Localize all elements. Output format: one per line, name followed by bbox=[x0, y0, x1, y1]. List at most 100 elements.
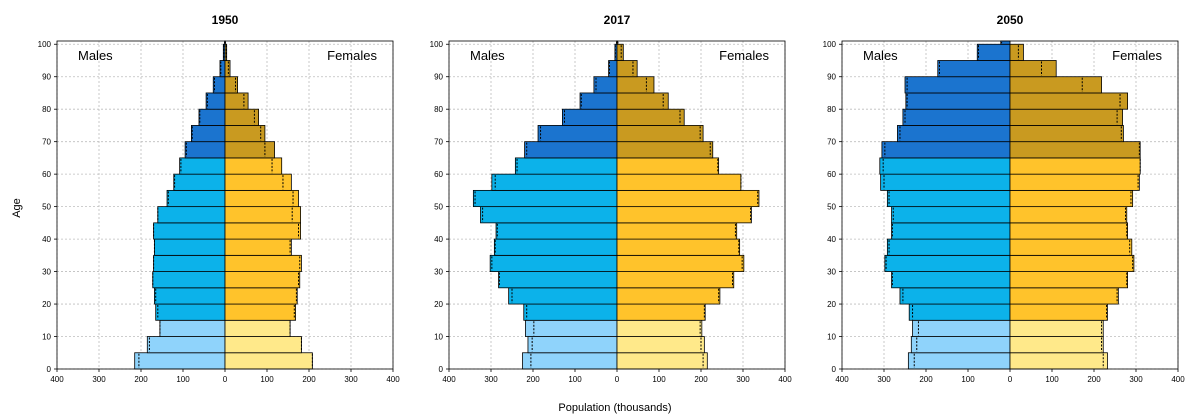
male-bar bbox=[157, 206, 226, 224]
male-bar bbox=[527, 336, 618, 354]
y-tick-label: 20 bbox=[434, 300, 443, 309]
male-bar bbox=[153, 254, 226, 272]
female-bar bbox=[1009, 206, 1128, 224]
male-bar bbox=[154, 238, 226, 256]
y-tick-label: 100 bbox=[823, 40, 837, 49]
y-tick-label: 20 bbox=[827, 300, 836, 309]
female-bar bbox=[1009, 352, 1108, 370]
females-label: Females bbox=[719, 48, 769, 63]
x-tick-label: 200 bbox=[1087, 375, 1101, 384]
y-tick-label: 60 bbox=[42, 170, 51, 179]
y-tick-label: 70 bbox=[827, 138, 836, 147]
x-tick-label: 100 bbox=[176, 375, 190, 384]
female-bar bbox=[1009, 238, 1133, 256]
female-bar bbox=[616, 92, 669, 110]
female-bar bbox=[616, 336, 705, 354]
female-bar bbox=[616, 319, 703, 337]
male-bar bbox=[166, 189, 226, 208]
y-tick-label: 20 bbox=[42, 300, 51, 309]
y-tick-label: 40 bbox=[42, 235, 51, 244]
y-axis-label: Age bbox=[11, 198, 23, 218]
female-bar bbox=[1009, 157, 1141, 175]
female-bar bbox=[616, 60, 638, 78]
male-bar bbox=[879, 157, 1011, 175]
female-bar bbox=[1009, 287, 1119, 305]
male-bar bbox=[498, 271, 618, 289]
male-bar bbox=[493, 238, 618, 256]
male-bar bbox=[904, 76, 1011, 94]
female-bar bbox=[224, 254, 302, 272]
male-bar bbox=[146, 336, 226, 354]
male-bar bbox=[212, 76, 226, 94]
female-bar bbox=[616, 206, 752, 224]
females-label: Females bbox=[1112, 48, 1162, 63]
x-tick-label: 400 bbox=[386, 375, 400, 384]
female-bar bbox=[1009, 254, 1135, 272]
y-tick-label: 10 bbox=[827, 333, 836, 342]
female-bar bbox=[616, 125, 704, 143]
y-tick-label: 80 bbox=[42, 105, 51, 114]
x-tick-label: 200 bbox=[526, 375, 540, 384]
female-bar bbox=[616, 254, 745, 272]
y-tick-label: 70 bbox=[434, 138, 443, 147]
x-tick-label: 100 bbox=[260, 375, 274, 384]
female-bar bbox=[1009, 43, 1024, 61]
female-bar bbox=[1009, 76, 1102, 94]
panel-title: 2050 bbox=[997, 13, 1024, 27]
x-tick-label: 400 bbox=[835, 375, 849, 384]
y-tick-label: 80 bbox=[434, 105, 443, 114]
male-bar bbox=[489, 254, 618, 272]
y-tick-label: 60 bbox=[827, 170, 836, 179]
female-bar bbox=[616, 141, 714, 159]
male-bar bbox=[523, 303, 618, 321]
male-bar bbox=[593, 76, 618, 94]
female-bar bbox=[616, 157, 720, 175]
female-bar bbox=[224, 76, 238, 94]
males-label: Males bbox=[863, 48, 898, 63]
y-tick-label: 40 bbox=[827, 235, 836, 244]
female-bar bbox=[616, 189, 760, 208]
female-bar bbox=[1009, 271, 1128, 289]
female-bar bbox=[616, 303, 706, 321]
males-label: Males bbox=[78, 48, 113, 63]
x-tick-label: 200 bbox=[919, 375, 933, 384]
male-bar bbox=[155, 303, 226, 321]
x-tick-label: 400 bbox=[1171, 375, 1185, 384]
x-tick-label: 100 bbox=[652, 375, 666, 384]
male-bar bbox=[1000, 40, 1011, 45]
female-bar bbox=[1009, 319, 1104, 337]
y-tick-label: 100 bbox=[38, 40, 52, 49]
female-bar bbox=[224, 303, 296, 321]
female-bar bbox=[1009, 60, 1057, 78]
male-bar bbox=[908, 303, 1011, 321]
females-label: Females bbox=[327, 48, 377, 63]
x-tick-label: 400 bbox=[50, 375, 64, 384]
x-tick-label: 300 bbox=[877, 375, 891, 384]
y-tick-label: 0 bbox=[439, 365, 444, 374]
female-bar bbox=[1009, 336, 1104, 354]
x-tick-label: 0 bbox=[223, 375, 228, 384]
female-bar bbox=[224, 238, 292, 256]
pyramid-panel-2017: 2017 0 10 20 30 40 50 60 70 80 90 100 400 300 200 100 0 1… bbox=[430, 13, 793, 384]
male-bar bbox=[179, 157, 226, 175]
x-tick-label: 0 bbox=[615, 375, 620, 384]
male-bar bbox=[562, 108, 618, 126]
y-tick-label: 0 bbox=[47, 365, 52, 374]
male-bar bbox=[159, 319, 226, 337]
y-tick-label: 90 bbox=[434, 73, 443, 82]
y-tick-label: 40 bbox=[434, 235, 443, 244]
female-bar bbox=[224, 173, 292, 191]
female-bar bbox=[1009, 222, 1128, 240]
male-bar bbox=[152, 271, 226, 289]
male-bar bbox=[891, 222, 1011, 240]
y-tick-label: 50 bbox=[434, 203, 443, 212]
male-bar bbox=[173, 173, 226, 191]
x-tick-label: 0 bbox=[1008, 375, 1013, 384]
female-bar bbox=[616, 352, 708, 370]
male-bar bbox=[537, 125, 618, 143]
panel-title: 1950 bbox=[212, 13, 239, 27]
males-label: Males bbox=[470, 48, 505, 63]
pyramid-panel-2050: 2050 0 10 20 30 40 50 60 70 80 90 100 400 300 200 100 0 1… bbox=[823, 13, 1186, 384]
